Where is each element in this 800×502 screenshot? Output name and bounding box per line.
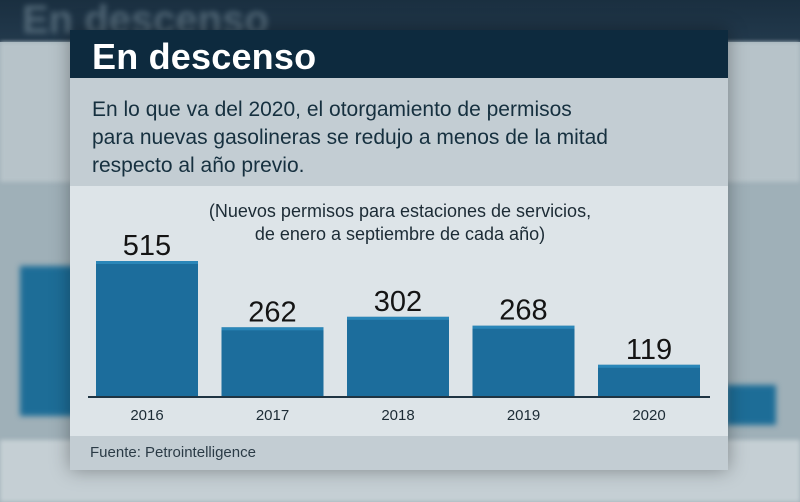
category-label-2020: 2020 xyxy=(632,407,665,424)
infographic-card: En descenso En lo que va del 2020, el ot… xyxy=(70,30,728,470)
bar-2018 xyxy=(347,316,449,396)
value-label-2020: 119 xyxy=(626,334,672,366)
bar-highlight-2017 xyxy=(221,327,324,331)
subtitle-area: En lo que va del 2020, el otorgamiento d… xyxy=(70,78,728,186)
value-label-2016: 515 xyxy=(123,230,171,262)
background-bar-left xyxy=(20,266,76,416)
footer: Fuente: Petrointelligence xyxy=(70,436,728,470)
value-label-2017: 262 xyxy=(248,296,296,328)
bar-2017 xyxy=(221,327,324,396)
chart-note-line-2: de enero a septiembre de cada año) xyxy=(254,224,546,244)
subtitle-line-1: En lo que va del 2020, el otorgamiento d… xyxy=(92,98,572,121)
bar-highlight-2016 xyxy=(96,261,198,264)
bar-highlight-2018 xyxy=(347,316,449,320)
source-credit: Fuente: Petrointelligence xyxy=(90,444,256,461)
category-label-2017: 2017 xyxy=(256,407,289,424)
bar-2019 xyxy=(472,325,575,396)
category-label-2016: 2016 xyxy=(130,407,163,424)
value-label-2019: 268 xyxy=(499,295,547,327)
subtitle-line-3: respecto al año previo. xyxy=(92,154,305,177)
bar-highlight-2019 xyxy=(472,325,575,329)
bar-highlight-2020 xyxy=(598,364,700,368)
page-title: En descenso xyxy=(92,36,317,77)
bar-2016 xyxy=(96,261,198,396)
subtitle: En lo que va del 2020, el otorgamiento d… xyxy=(92,96,712,180)
bar-chart: 515 2016 262 2017 302 2018 268 2019 119 2020 xyxy=(88,230,710,424)
subtitle-line-2: para nuevas gasolineras se redujo a meno… xyxy=(92,126,608,149)
background-bar-right xyxy=(726,385,776,425)
chart-note-line-1: (Nuevos permisos para estaciones de serv… xyxy=(208,201,592,221)
value-label-2018: 302 xyxy=(374,286,422,318)
chart-area: 515 2016 262 2017 302 2018 268 2019 119 2020 (Nue… xyxy=(70,186,728,436)
chart-note: (Nuevos permisos para estaciones de serv… xyxy=(130,200,670,246)
category-label-2019: 2019 xyxy=(507,407,540,424)
header-bar: En descenso xyxy=(70,30,728,78)
category-label-2018: 2018 xyxy=(381,407,414,424)
bar-2020 xyxy=(598,364,700,396)
